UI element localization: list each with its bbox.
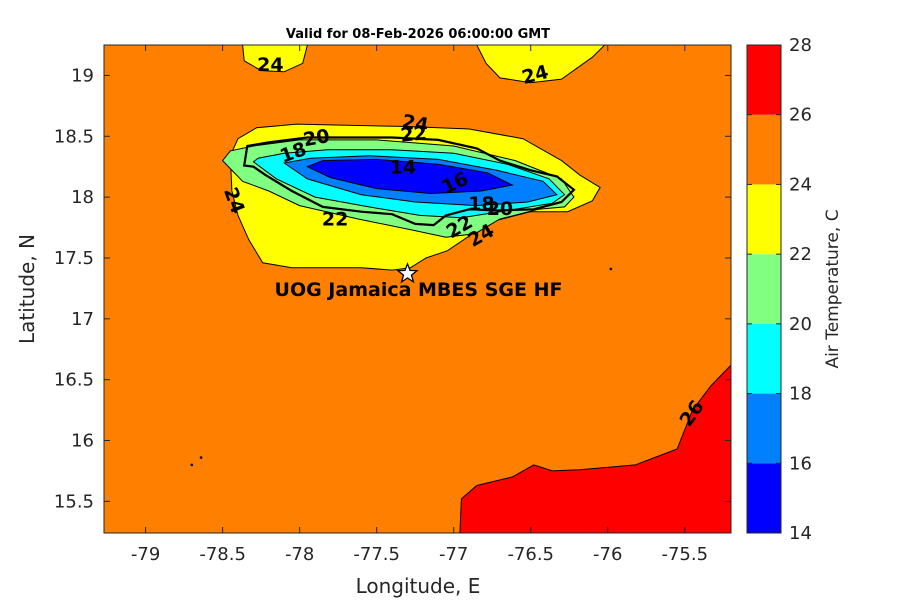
x-tick-label: -78.5 [199, 544, 246, 565]
chart-title: Valid for 08-Feb-2026 06:00:00 GMT [286, 27, 550, 42]
contour-fills [221, 45, 731, 533]
colorbar-segment [747, 114, 781, 185]
small-island [190, 463, 194, 467]
contour-label: 22 [322, 209, 348, 231]
station-label: UOG Jamaica MBES SGE HF [275, 279, 563, 301]
contour-label: 20 [487, 198, 513, 220]
colorbar-segment [747, 463, 781, 533]
x-axis: -79 -78.5 -78 -77.5 -77 -76.5 -76 -75.5 [131, 45, 708, 565]
small-island [609, 267, 613, 271]
y-tick-label: 19 [71, 65, 94, 86]
colorbar-tick-label: 20 [789, 314, 812, 335]
colorbar-segment [747, 45, 781, 115]
plot-background [104, 45, 731, 533]
colorbar-tick-label: 22 [789, 244, 812, 265]
coastline-layer [190, 136, 613, 467]
contour-label: 24 [400, 110, 430, 136]
y-tick-label: 17 [71, 309, 94, 330]
colorbar-frame [746, 44, 782, 534]
colorbar-segment [747, 184, 781, 255]
y-axis-label: Latitude, N [15, 234, 39, 344]
colorbar-tick-label: 18 [789, 384, 812, 405]
contour-label: 22 [399, 122, 427, 146]
contour-label: 14 [390, 156, 416, 178]
yellow-region-22-north-west [242, 45, 308, 73]
contour-label: 24 [257, 54, 283, 76]
y-axis: 15.5 16 16.5 17 17.5 18 18.5 19 [54, 65, 731, 512]
x-tick-label: -75.5 [661, 544, 708, 565]
x-tick-label: -77.5 [353, 544, 400, 565]
y-tick-label: 18.5 [54, 126, 94, 147]
small-island [199, 456, 203, 459]
x-tick-label: -76 [593, 544, 622, 565]
colorbar-tick-label: 26 [789, 105, 812, 126]
contour-label: 18 [468, 193, 494, 215]
colorbar-segment [747, 323, 781, 394]
station-layer: UOG Jamaica MBES SGE HF [275, 261, 563, 301]
blue-region-14 [306, 158, 514, 195]
y-tick-label: 17.5 [54, 248, 94, 269]
colorbar-segment [747, 393, 781, 464]
x-tick-label: -79 [131, 544, 160, 565]
colorbar: 14 16 18 20 22 24 26 28 [746, 35, 812, 544]
yellow-region-22-north-east [476, 45, 606, 84]
station-star-icon [396, 261, 419, 284]
y-tick-label: 16.5 [54, 370, 94, 391]
contour-label: 20 [302, 125, 332, 151]
colorbar-segment [747, 254, 781, 324]
y-tick-label: 18 [71, 187, 94, 208]
jamaica-coastline [242, 136, 576, 227]
colorbar-tick-label: 16 [789, 453, 812, 474]
colorbar-tick-label: 28 [789, 35, 812, 56]
y-tick-label: 16 [71, 431, 94, 452]
colorbar-label: Air Temperature, C [823, 209, 843, 368]
warm-region-26 [459, 364, 731, 533]
plot-frame [103, 44, 732, 534]
x-axis-label: Longitude, E [356, 574, 481, 598]
x-tick-label: -77 [439, 544, 468, 565]
x-tick-label: -78 [285, 544, 314, 565]
x-tick-label: -76.5 [507, 544, 554, 565]
colorbar-tick-label: 24 [789, 174, 812, 195]
colorbar-tick-label: 14 [789, 523, 812, 544]
y-tick-label: 15.5 [54, 491, 94, 512]
